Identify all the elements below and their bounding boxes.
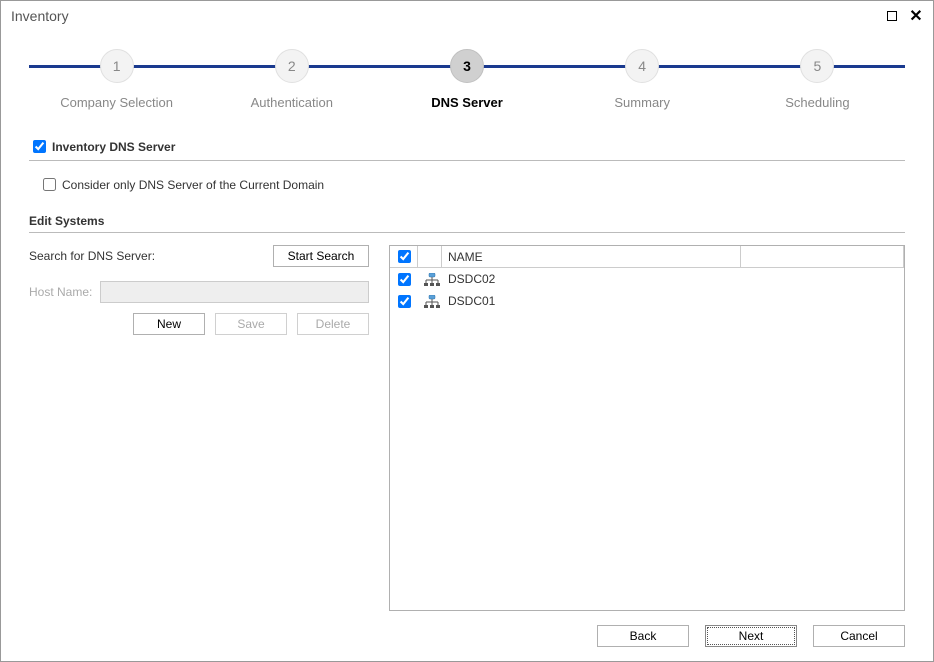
row-name: DSDC02	[442, 272, 741, 286]
save-button[interactable]: Save	[215, 313, 287, 335]
host-name-input[interactable]	[100, 281, 369, 303]
wizard-footer: Back Next Cancel	[29, 625, 905, 649]
consider-only-checkbox[interactable]	[43, 178, 56, 191]
table-row[interactable]: DSDC02	[390, 268, 904, 290]
grid-header-name[interactable]: NAME	[442, 246, 741, 267]
search-panel: Search for DNS Server: Start Search Host…	[29, 245, 389, 611]
wizard-step[interactable]: 4 Summary	[555, 39, 730, 110]
titlebar: Inventory ✕	[1, 1, 933, 31]
row-checkbox[interactable]	[398, 273, 411, 286]
grid-header-icon	[418, 246, 442, 267]
step-label: Scheduling	[785, 95, 849, 110]
new-button-label: New	[157, 317, 181, 331]
save-button-label: Save	[237, 317, 264, 331]
row-checkbox[interactable]	[398, 295, 411, 308]
grid-header-check[interactable]	[390, 246, 418, 267]
network-node-icon	[424, 273, 438, 285]
wizard-step[interactable]: 1 Company Selection	[29, 39, 204, 110]
systems-grid-panel: NAME DSDC02 DSDC01	[389, 245, 905, 611]
consider-only-label[interactable]: Consider only DNS Server of the Current …	[62, 178, 324, 192]
inventory-dns-section: Inventory DNS Server	[29, 137, 905, 161]
edit-systems-title: Edit Systems	[29, 214, 905, 233]
inventory-wizard-window: Inventory ✕ 1 Company Selection 2 Authentic…	[0, 0, 934, 662]
next-button[interactable]: Next	[705, 625, 797, 647]
back-button[interactable]: Back	[597, 625, 689, 647]
delete-button[interactable]: Delete	[297, 313, 369, 335]
wizard-step[interactable]: 2 Authentication	[204, 39, 379, 110]
start-search-button[interactable]: Start Search	[273, 245, 369, 267]
row-name: DSDC01	[442, 294, 741, 308]
wizard-step[interactable]: 5 Scheduling	[730, 39, 905, 110]
step-circle: 1	[100, 49, 134, 83]
close-button[interactable]: ✕	[907, 7, 925, 25]
network-node-icon	[424, 295, 438, 307]
grid-header: NAME	[390, 246, 904, 268]
wizard-step[interactable]: 3 DNS Server	[379, 39, 554, 110]
step-circle: 4	[625, 49, 659, 83]
host-name-label: Host Name:	[29, 285, 92, 299]
step-label: Authentication	[251, 95, 333, 110]
step-label: Summary	[614, 95, 670, 110]
consider-only-option: Consider only DNS Server of the Current …	[39, 175, 905, 194]
inventory-dns-label[interactable]: Inventory DNS Server	[52, 140, 175, 154]
step-label: DNS Server	[431, 95, 503, 110]
grid-body[interactable]: DSDC02 DSDC01	[390, 268, 904, 610]
next-button-label: Next	[739, 629, 764, 643]
step-circle: 3	[450, 49, 484, 83]
step-circle: 5	[800, 49, 834, 83]
inventory-dns-checkbox[interactable]	[33, 140, 46, 153]
cancel-button[interactable]: Cancel	[813, 625, 905, 647]
select-all-checkbox[interactable]	[398, 250, 411, 263]
step-circle: 2	[275, 49, 309, 83]
maximize-button[interactable]	[883, 7, 901, 25]
window-title: Inventory	[11, 8, 69, 24]
table-row[interactable]: DSDC01	[390, 290, 904, 312]
new-button[interactable]: New	[133, 313, 205, 335]
search-label: Search for DNS Server:	[29, 249, 155, 263]
close-icon: ✕	[909, 6, 922, 26]
wizard-stepper: 1 Company Selection 2 Authentication 3 DNS Se…	[29, 39, 905, 119]
maximize-icon	[887, 11, 897, 21]
back-button-label: Back	[630, 629, 657, 643]
systems-grid: NAME DSDC02 DSDC01	[389, 245, 905, 611]
delete-button-label: Delete	[316, 317, 351, 331]
step-label: Company Selection	[60, 95, 173, 110]
grid-header-blank	[741, 246, 904, 267]
